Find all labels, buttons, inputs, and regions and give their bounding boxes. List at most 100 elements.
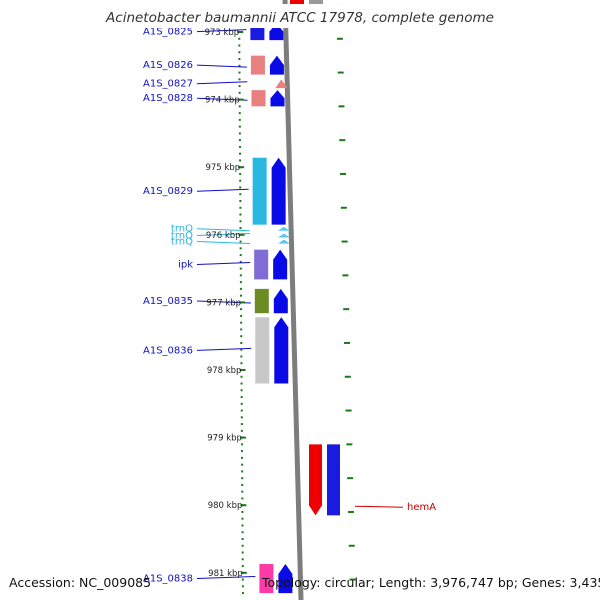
minor-tick [240,409,243,412]
minor-tick [240,341,243,344]
outer-tick [339,139,346,142]
cog-block [250,55,265,75]
outer-tick [347,510,354,513]
outer-tick [340,172,347,175]
minor-tick [240,443,243,446]
outer-tick [348,544,355,547]
trna-feature [277,239,290,244]
minor-tick [241,524,244,527]
minor-tick [240,362,243,365]
reverse-strand-arrow [309,444,322,516]
forward-strand-arrow [278,564,293,594]
minor-tick [240,429,243,432]
gene-label: hemA [407,502,436,513]
gene-label: A1S_0825 [143,27,193,38]
scale-label: 979 kbp [207,434,242,444]
minor-tick [241,477,244,480]
minor-tick [238,58,241,61]
major-tick [240,504,247,507]
minor-tick [241,558,244,561]
forward-strand-arrow [269,55,284,75]
minor-tick [239,159,242,162]
minor-tick [240,402,243,405]
outer-tick [336,37,343,40]
minor-tick [241,497,244,500]
minor-tick [241,470,244,473]
minor-tick [239,179,242,182]
gene-label: ipk [178,260,193,271]
minor-tick [239,281,242,284]
gene-label: trnQ [171,230,193,241]
minor-tick [241,483,244,486]
minor-tick [241,592,244,595]
cog-block [255,317,270,384]
minor-tick [238,125,241,128]
major-tick [238,166,245,169]
accession-text: Accession: NC_009085 [9,575,151,590]
backbone-arc [282,0,304,600]
label-leader-line [196,188,249,192]
minor-tick [241,490,244,493]
forward-strand-arrow [273,288,288,314]
minor-tick [239,260,242,263]
minor-tick [238,91,241,94]
label-leader-line [196,64,247,68]
minor-tick [241,531,244,534]
outer-tick [344,341,351,344]
gene-label: A1S_0826 [143,60,193,71]
minor-tick [239,254,242,257]
minor-tick [240,375,243,378]
minor-tick [238,44,241,47]
minor-tick [238,85,241,88]
major-tick [240,571,247,574]
major-tick [237,31,244,33]
forward-strand-arrow [270,90,285,107]
outer-tick [345,409,352,412]
minor-tick [241,565,244,568]
map-title: Acinetobacter baumannii ATCC 17978, comp… [105,10,494,26]
forward-strand-arrow [274,317,289,384]
trna-feature [277,226,290,231]
trna-feature [275,79,288,89]
scale-label: 976 kbp [206,231,241,241]
scale-label: 980 kbp [208,501,243,511]
outer-tick [349,578,356,581]
minor-tick [241,510,244,513]
minor-tick [240,416,243,419]
label-leader-line [196,228,250,232]
minor-tick [240,308,243,311]
minor-tick [239,152,242,155]
minor-tick [240,382,243,385]
minor-tick [240,348,243,351]
minor-tick [238,132,241,135]
label-leader-line [196,81,248,85]
minor-tick [239,213,242,216]
minor-tick [239,267,242,270]
outer-tick [340,206,347,209]
gene-label: A1S_0828 [143,93,193,104]
scale-label: 978 kbp [207,366,242,376]
minor-tick [238,139,241,142]
minor-tick [239,294,242,297]
minor-tick [238,71,241,74]
minor-tick [239,172,242,175]
label-leader-line [196,347,252,351]
outer-tick [341,240,348,243]
cog-block [254,249,269,280]
minor-tick [241,578,244,581]
minor-tick [240,314,243,317]
minor-tick [241,544,244,547]
label-leader-line [196,241,251,245]
scale-label: 981 kbp [208,569,243,579]
backbone [282,0,304,600]
minor-tick [241,450,244,453]
minor-tick [239,193,242,196]
gene-label: trnQ [171,224,193,235]
major-tick [239,436,246,439]
gene-label: A1S_0836 [143,345,193,356]
scale-label: 974 kbp [205,96,240,106]
minor-tick [241,517,244,520]
cog-block [254,288,269,314]
scale-label: 977 kbp [206,298,241,308]
